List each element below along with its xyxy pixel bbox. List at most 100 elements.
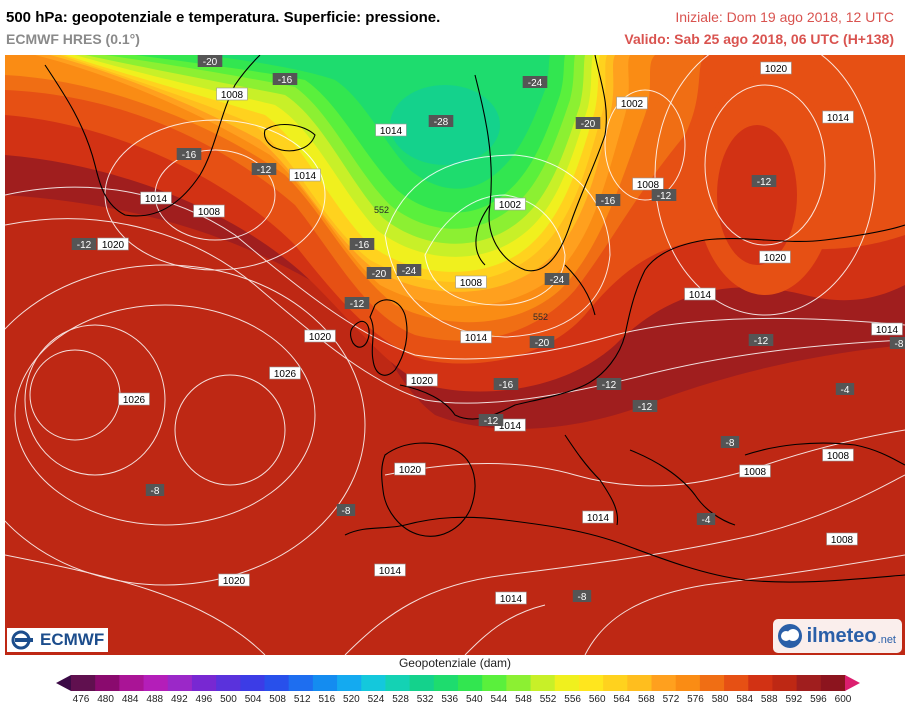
- header: 500 hPa: geopotenziale e temperatura. Su…: [0, 0, 910, 55]
- colorbar-tick-label: 584: [736, 694, 754, 705]
- colorbar-tick-label: 528: [392, 694, 409, 705]
- svg-text:1020: 1020: [764, 253, 787, 264]
- svg-text:-24: -24: [550, 275, 565, 286]
- svg-text:-12: -12: [77, 240, 92, 251]
- colorbar-tick-label: 540: [465, 694, 483, 705]
- svg-text:1008: 1008: [637, 180, 660, 191]
- svg-text:1008: 1008: [198, 207, 221, 218]
- svg-text:1008: 1008: [831, 535, 854, 546]
- colorbar-cell: [312, 675, 338, 691]
- isotherm-label: -12: [751, 175, 777, 188]
- svg-text:1014: 1014: [689, 290, 712, 301]
- legend-title: Geopotenziale (dam): [398, 656, 512, 670]
- isotherm-label: -8: [720, 436, 740, 449]
- weather-map: 1008 1014 1014 1014 1008 1020 1002 1020 1014 1008…: [5, 55, 905, 655]
- colorbar-cell: [603, 675, 628, 691]
- svg-text:1008: 1008: [221, 90, 244, 101]
- svg-text:-20: -20: [581, 119, 596, 130]
- colorbar: [56, 675, 860, 691]
- isobar-label: 1008: [739, 464, 771, 478]
- isotherm-label: -12: [344, 297, 370, 310]
- colorbar-tick-label: 580: [711, 694, 729, 705]
- svg-text:1002: 1002: [499, 200, 522, 211]
- ilmeteo-logo-text: ilmeteo: [806, 624, 877, 647]
- svg-text:1014: 1014: [876, 325, 899, 336]
- colorbar-tick-label: 552: [539, 694, 557, 705]
- colorbar-cell: [288, 675, 314, 691]
- svg-text:-12: -12: [657, 191, 672, 202]
- svg-text:1014: 1014: [294, 171, 317, 182]
- isobar-label: 1008: [632, 177, 664, 191]
- colorbar-cell: [651, 675, 677, 691]
- colorbar-tick-label: 488: [146, 694, 164, 705]
- colorbar-cell: [627, 675, 652, 691]
- ecmwf-logo: ECMWF: [7, 628, 109, 652]
- svg-text:1020: 1020: [411, 376, 434, 387]
- colorbar-tick-label: 508: [269, 694, 286, 705]
- isobar-label: 1020: [759, 250, 791, 264]
- colorbar-tick-label: 504: [244, 694, 262, 705]
- isotherm-label: -16: [176, 148, 202, 161]
- colorbar-ticks: 476 480 484 488 492 496 500 504 508 512 516 520 524 5…: [0, 694, 910, 708]
- isotherm-label: -16: [595, 194, 621, 207]
- colorbar-cell: [71, 675, 96, 691]
- svg-text:1002: 1002: [621, 99, 644, 110]
- colorbar-tick-label: 484: [121, 694, 139, 705]
- svg-text:1014: 1014: [500, 594, 523, 605]
- colorbar-cell: [216, 675, 241, 691]
- svg-text:-16: -16: [355, 240, 370, 251]
- isotherm-label: -16: [349, 238, 375, 251]
- svg-text:1020: 1020: [102, 240, 125, 251]
- isobar-label: 1020: [304, 329, 336, 343]
- colorbar-cell: [724, 675, 749, 691]
- colorbar-min-arrow: [56, 675, 71, 691]
- svg-text:1014: 1014: [827, 113, 850, 124]
- init-time: Iniziale: Dom 19 ago 2018, 12 UTC: [675, 9, 894, 25]
- colorbar-tick-label: 500: [220, 694, 237, 705]
- colorbar-cell: [482, 675, 507, 691]
- svg-text:-12: -12: [602, 380, 617, 391]
- isotherm-label: -16: [493, 378, 519, 391]
- colorbar-cell: [143, 675, 169, 691]
- svg-text:1008: 1008: [827, 451, 850, 462]
- colorbar-cell: [796, 675, 822, 691]
- colorbar-cell: [409, 675, 435, 691]
- svg-text:-8: -8: [151, 486, 160, 497]
- isobar-label: 1020: [97, 237, 129, 251]
- colorbar-tick-label: 544: [490, 694, 508, 705]
- colorbar-cell: [361, 675, 386, 691]
- isobar-label: 1002: [494, 197, 526, 211]
- colorbar-cell: [337, 675, 362, 691]
- isotherm-label: -24: [544, 273, 570, 286]
- pressure-labels: 1008 1014 1014 1014 1008 1020 1002 1020 1014 1008…: [97, 61, 903, 605]
- svg-text:1014: 1014: [380, 126, 403, 137]
- isotherm-label: -20: [366, 267, 392, 280]
- colorbar-tick-label: 520: [343, 694, 360, 705]
- svg-text:-16: -16: [182, 150, 197, 161]
- svg-text:-4: -4: [841, 385, 850, 396]
- colorbar-cell: [167, 675, 193, 691]
- map-title: 500 hPa: geopotenziale e temperatura. Su…: [6, 9, 441, 26]
- svg-text:1014: 1014: [499, 421, 522, 432]
- isobar-label: 1014: [140, 191, 172, 205]
- colorbar-tick-label: 524: [367, 694, 385, 705]
- colorbar-tick-label: 600: [834, 694, 852, 705]
- colorbar-cell: [675, 675, 701, 691]
- colorbar-cell: [95, 675, 120, 691]
- ecmwf-logo-text: ECMWF: [40, 630, 105, 649]
- colorbar-tick-label: 560: [588, 694, 606, 705]
- svg-text:-12: -12: [754, 336, 769, 347]
- isobar-label: 1020: [406, 373, 438, 387]
- isotherm-label: -8: [336, 504, 356, 517]
- svg-text:-8: -8: [726, 438, 735, 449]
- valid-time: Valido: Sab 25 ago 2018, 06 UTC (H+138): [624, 31, 894, 47]
- temperature-labels: -20 -16 -24 -28 -20 -16 -12 -12 -12 -16 -12 -16 -24 -…: [71, 55, 905, 603]
- svg-text:1014: 1014: [465, 333, 488, 344]
- isotherm-label: -16: [272, 73, 298, 86]
- isobar-label: 1014: [495, 591, 527, 605]
- isobar-label: 1008: [216, 87, 248, 101]
- isotherm-label: -8: [889, 337, 905, 350]
- colorbar-tick-label: 568: [638, 694, 655, 705]
- colorbar-tick-label: 556: [564, 694, 581, 705]
- isobar-label: 1008: [455, 275, 487, 289]
